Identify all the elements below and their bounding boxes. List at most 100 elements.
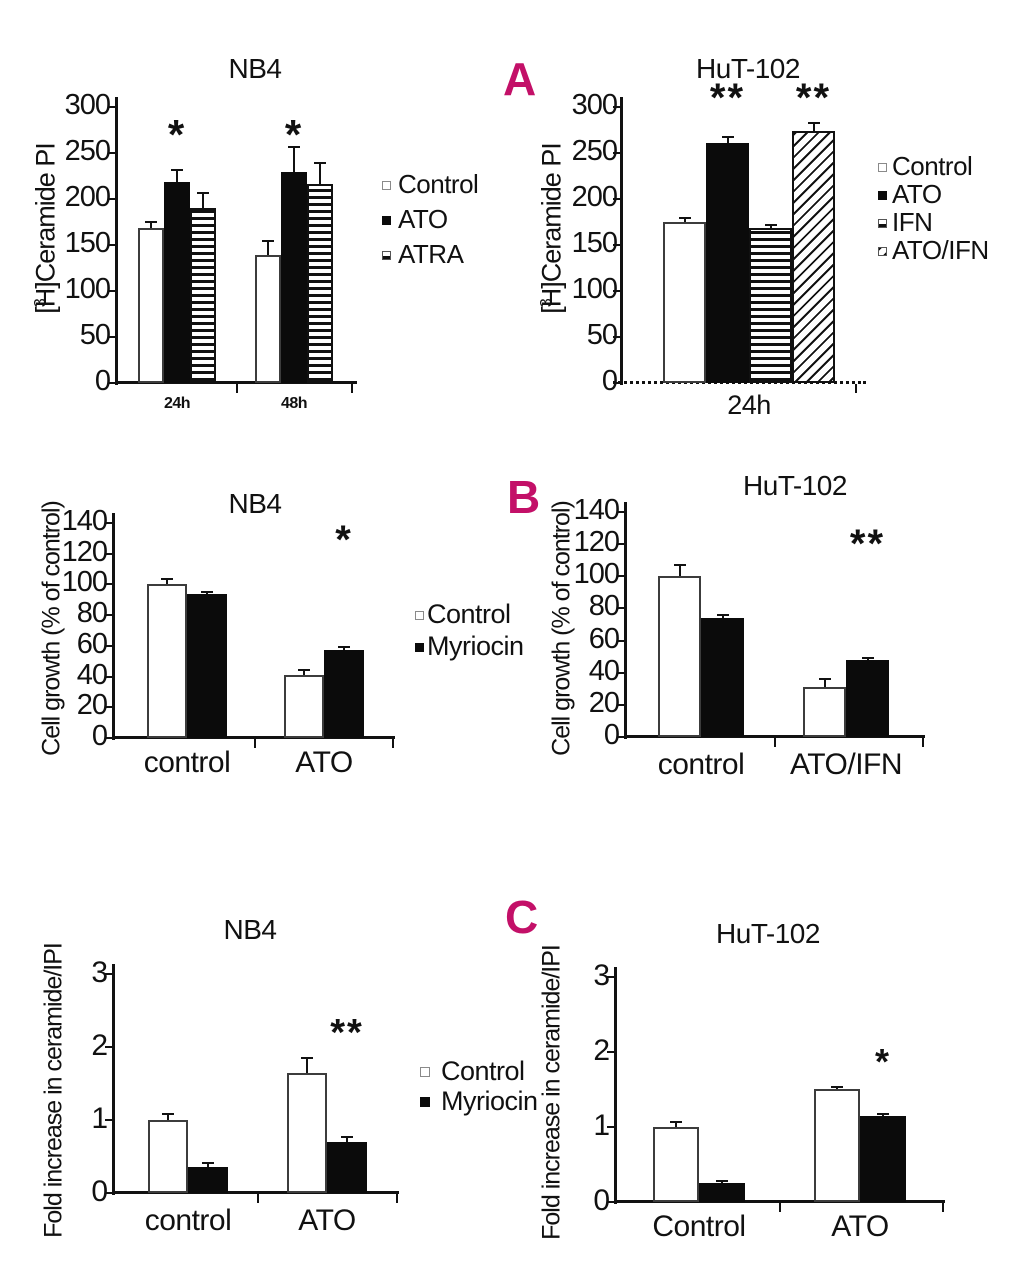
- error-bar: [678, 565, 681, 576]
- bar-ato-24h: [164, 182, 190, 383]
- y-tick-label: 40: [76, 658, 108, 691]
- error-bar: [721, 1181, 723, 1183]
- x-category-label: ATO/IFN: [789, 748, 903, 781]
- legend-label: ATO: [398, 204, 448, 235]
- legend-label: Control: [441, 1055, 525, 1086]
- bar-control-ato-ifn: [803, 687, 846, 737]
- y-tick: [105, 706, 112, 709]
- y-tick-label: 200: [64, 181, 111, 214]
- y-tick-label: 0: [601, 365, 618, 398]
- y-axis-label: Fold increase in ceramide/IPI: [537, 944, 566, 1240]
- y-tick: [105, 644, 112, 647]
- bar-atra-48h: [307, 184, 333, 383]
- x-tick: [254, 739, 256, 748]
- x-tick: [774, 738, 776, 747]
- legend-swatch-dstripe: [878, 246, 887, 256]
- y-tick: [617, 607, 624, 610]
- error-bar: [346, 1137, 348, 1142]
- legend-item: Myriocin: [415, 631, 575, 663]
- bar-myriocin-ato: [324, 650, 364, 738]
- y-tick-label: 80: [588, 590, 620, 623]
- bar-control-ato: [287, 1073, 327, 1193]
- panel-title: NB4: [228, 53, 282, 84]
- error-bar: [166, 579, 168, 584]
- error-bar: [150, 222, 152, 228]
- y-tick-label: 0: [94, 365, 111, 398]
- error-cap: [201, 591, 213, 593]
- legend-label: Myriocin: [427, 630, 524, 661]
- error-bar: [306, 1058, 308, 1073]
- y-tick: [617, 511, 624, 513]
- error-bar: [167, 1114, 169, 1120]
- error-cap: [298, 669, 310, 671]
- x-tick: [779, 1203, 781, 1212]
- significance-star: *: [874, 1041, 891, 1082]
- panel-title: HuT-102: [716, 918, 820, 949]
- bar-control-control: [147, 584, 187, 738]
- y-tick-label: 0: [593, 1183, 610, 1217]
- error-cap: [202, 1162, 214, 1164]
- y-tick: [105, 1046, 112, 1048]
- bar-myriocin-control: [188, 1167, 228, 1193]
- significance-star: *: [335, 518, 353, 562]
- x-category-label: 24h: [727, 390, 771, 420]
- error-cap: [288, 146, 300, 148]
- error-bar: [207, 1163, 209, 1167]
- y-tick: [617, 639, 624, 642]
- bar-control-control: [658, 576, 701, 737]
- error-cap: [678, 217, 691, 219]
- y-tick-label: 1: [91, 1101, 108, 1135]
- x-category-label: control: [143, 746, 231, 779]
- y-tick-label: 140: [573, 494, 620, 527]
- x-category-label: 48h: [280, 395, 308, 412]
- bar-control-control: [653, 1127, 699, 1202]
- significance-star: **: [330, 1012, 364, 1054]
- y-tick: [105, 1192, 112, 1194]
- y-tick-label: 0: [91, 1174, 108, 1208]
- legend-label: Control: [427, 598, 511, 629]
- panel-title: NB4: [223, 914, 277, 945]
- y-tick-label: 100: [573, 558, 620, 591]
- legend-swatch-outline: [878, 162, 887, 172]
- y-tick-label: 80: [76, 597, 108, 630]
- y-tick-label: 0: [91, 720, 108, 753]
- y-axis-label: [3 H]Ceramide PI: [30, 142, 61, 314]
- y-tick: [105, 973, 112, 975]
- bar-myriocin-control: [187, 594, 227, 738]
- error-cap: [161, 578, 173, 580]
- y-tick: [105, 614, 112, 617]
- panel-title: HuT-102: [696, 53, 800, 84]
- y-axis-label: Cell growth (% of control): [547, 500, 576, 756]
- y-tick: [108, 106, 115, 108]
- legend-swatch-solid: [415, 642, 424, 652]
- y-tick-label: 200: [571, 181, 618, 214]
- error-cap: [341, 1136, 353, 1138]
- error-cap: [314, 162, 326, 164]
- y-tick: [613, 336, 620, 338]
- bar-control-control: [148, 1120, 188, 1193]
- error-bar: [721, 615, 724, 618]
- legend-item: Control: [415, 599, 575, 631]
- y-axis: [614, 967, 617, 1204]
- error-cap: [338, 646, 350, 648]
- x-axis: [113, 1191, 399, 1194]
- error-cap: [673, 564, 686, 566]
- y-tick: [617, 703, 624, 706]
- error-bar: [769, 225, 772, 228]
- y-tick-label: 50: [79, 319, 111, 352]
- bar-control-24h: [663, 222, 706, 383]
- y-tick: [108, 152, 115, 154]
- error-bar: [866, 658, 869, 660]
- y-tick: [108, 290, 115, 292]
- error-cap: [807, 122, 820, 124]
- error-bar: [319, 163, 321, 184]
- error-bar: [812, 123, 815, 131]
- y-tick: [105, 522, 112, 524]
- panel-title: NB4: [228, 488, 282, 519]
- bar-myriocin-ato-ifn: [846, 660, 889, 737]
- y-tick-label: 2: [91, 1028, 108, 1062]
- legend-item: Control: [878, 153, 1027, 181]
- legend-swatch-solid: [420, 1097, 430, 1107]
- y-tick: [613, 382, 620, 384]
